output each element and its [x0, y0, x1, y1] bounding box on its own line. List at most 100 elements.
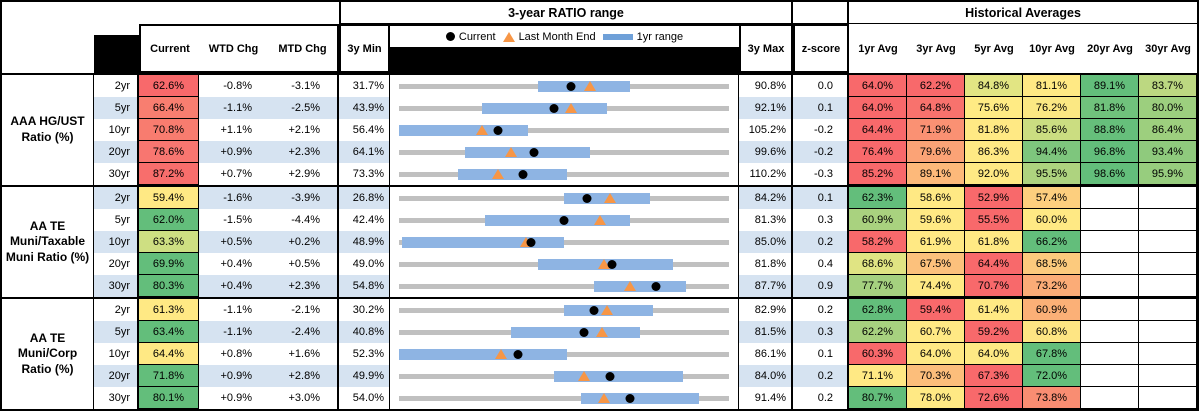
tenor-label: 5yr — [94, 97, 139, 119]
range-chart-header: Current Last Month End 1yr range — [390, 24, 739, 73]
one-year-range-bar — [511, 326, 640, 338]
current-dot-marker — [559, 215, 569, 225]
tenor-label: 20yr — [94, 365, 139, 387]
current-dot-marker — [518, 169, 528, 179]
one-year-range-bar — [580, 392, 700, 404]
3y-min-value: 31.7% — [339, 75, 390, 97]
avg-value-1yr-avg: 58.2% — [849, 231, 907, 253]
last-month-end-marker — [604, 193, 617, 203]
mtd-chg-value: +2.1% — [269, 119, 339, 141]
avg-value-10yr-avg: 73.8% — [1023, 387, 1081, 409]
avg-value-5yr-avg: 52.9% — [965, 187, 1023, 209]
avg-value-1yr-avg: 62.8% — [849, 299, 907, 321]
ratio-group: AA TE Muni/Taxable Muni Ratio (%) 2yr 59.4… — [2, 185, 1197, 297]
z-score-value: 0.0 — [793, 75, 849, 97]
current-dot-marker — [579, 327, 589, 337]
avg-value-10yr-avg: 60.8% — [1023, 321, 1081, 343]
legend-range-item: 1yr range — [602, 30, 684, 43]
wtd-chg-value: -1.5% — [223, 214, 252, 226]
group-label-header-spacer — [2, 24, 94, 73]
avg-value-20yr-avg: 88.8% — [1081, 119, 1139, 141]
current-value: 62.6% — [139, 75, 199, 97]
avg-value-5yr-avg: 55.5% — [965, 209, 1023, 231]
avg-value-3yr-avg: 78.0% — [907, 387, 965, 409]
last-month-end-marker — [584, 81, 597, 91]
range-bar-icon — [602, 33, 633, 40]
mtd-chg-value: -3.9% — [269, 187, 339, 209]
avg-value-30yr-avg: 83.7% — [1139, 75, 1197, 97]
wtd-chg-value: +1.1% — [220, 124, 253, 136]
3y-max-value: 105.2% — [739, 119, 793, 141]
z-score-value: 0.2 — [793, 299, 849, 321]
3y-min-column-header: 3y Min — [339, 24, 390, 73]
range-track-area — [399, 365, 729, 387]
mtd-chg-value: +0.2% — [269, 231, 339, 253]
wtd-chg-value: -1.1% — [199, 321, 269, 343]
group-label: AAA HG/UST Ratio (%) — [2, 75, 94, 185]
legend-current-item: Current — [445, 31, 496, 43]
3y-max-value: 92.1% — [739, 97, 793, 119]
range-chart — [390, 253, 739, 275]
mtd-chg-value: -2.1% — [269, 299, 339, 321]
current-dot-marker — [526, 237, 536, 247]
z-score-value: 0.1 — [793, 343, 849, 365]
tenor-label: 30yr — [94, 387, 139, 409]
current-dot-marker — [625, 393, 635, 403]
avg-value-30yr-avg — [1139, 365, 1197, 387]
avg-value-20yr-avg — [1081, 209, 1139, 231]
3y-max-value: 90.8% — [739, 75, 793, 97]
avg-value-10yr-avg: 76.2% — [1023, 97, 1081, 119]
z-score-value: -0.2 — [793, 119, 849, 141]
range-chart — [390, 97, 739, 119]
avg-value-1yr-avg: 62.3% — [849, 187, 907, 209]
avg-value-3yr-avg: 89.1% — [907, 163, 965, 185]
3y-min-value: 49.0% — [339, 253, 390, 275]
ratio-group: AA TE Muni/Corp Ratio (%) 2yr 61.3% -1.1% -2… — [2, 297, 1197, 409]
tenor-label: 5yr — [94, 209, 139, 231]
range-track-area — [399, 163, 729, 185]
mtd-chg-value: +2.9% — [269, 163, 339, 185]
tenor-label: 10yr — [94, 119, 139, 141]
3y-min-value: 52.3% — [339, 343, 390, 365]
3y-min-value: 48.9% — [339, 231, 390, 253]
z-score-value: 0.1 — [793, 187, 849, 209]
avg-value-10yr-avg: 95.5% — [1023, 163, 1081, 185]
3y-min-value: 49.9% — [339, 365, 390, 387]
z-score-value: 0.1 — [793, 97, 849, 119]
avg-value-1yr-avg: 71.1% — [849, 365, 907, 387]
last-month-end-marker — [597, 393, 610, 403]
z-score-value: 0.9 — [793, 275, 849, 297]
range-track — [399, 395, 729, 401]
legend-range-label: 1yr range — [636, 30, 684, 43]
mtd-chg-value: +2.3% — [269, 275, 339, 297]
mtd-chg-value: -2.5% — [269, 97, 339, 119]
range-chart — [390, 187, 739, 209]
wtd-chg-value: -0.8% — [223, 80, 252, 92]
avg-value-1yr-avg: 60.3% — [849, 343, 907, 365]
current-dot-marker — [549, 103, 559, 113]
avg-value-30yr-avg — [1139, 299, 1197, 321]
avg-value-30yr-avg — [1139, 253, 1197, 275]
avg-value-10yr-avg: 94.4% — [1023, 141, 1081, 163]
avg-column-header-10yr: 10yr Avg — [1029, 42, 1075, 55]
avg-value-5yr-avg: 70.7% — [965, 275, 1023, 297]
mtd-chg-value: -2.4% — [269, 321, 339, 343]
mtd-chg-column-header: MTD Chg — [278, 42, 327, 55]
avg-value-30yr-avg: 80.0% — [1139, 97, 1197, 119]
avg-value-3yr-avg: 71.9% — [907, 119, 965, 141]
group-label: AA TE Muni/Corp Ratio (%) — [2, 299, 94, 409]
avg-value-10yr-avg: 85.6% — [1023, 119, 1081, 141]
last-month-end-marker — [520, 237, 533, 247]
historical-averages-title: Historical Averages — [849, 2, 1197, 24]
avg-value-20yr-avg — [1081, 187, 1139, 209]
avg-column-header-30yr: 30yr Avg — [1145, 42, 1191, 55]
avg-value-5yr-avg: 75.6% — [965, 97, 1023, 119]
avg-value-20yr-avg — [1081, 299, 1139, 321]
avg-value-3yr-avg: 59.6% — [907, 209, 965, 231]
z-score-value: 0.2 — [793, 387, 849, 409]
avg-value-3yr-avg: 74.4% — [907, 275, 965, 297]
range-chart — [390, 343, 739, 365]
current-dot-marker — [651, 281, 661, 291]
range-track-area — [399, 321, 729, 343]
current-value: 71.8% — [139, 365, 199, 387]
